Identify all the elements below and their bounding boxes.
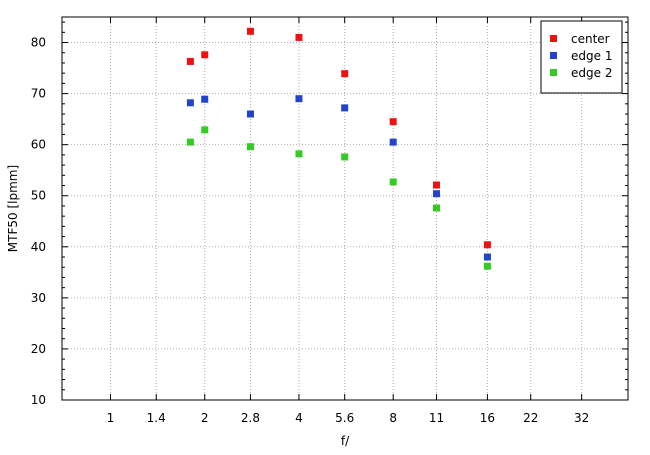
legend-label-edge-2: edge 2 — [571, 66, 612, 80]
data-points — [186, 27, 491, 270]
y-tick-label: 40 — [31, 240, 46, 254]
x-tick-label: 16 — [480, 411, 495, 425]
point-edge-1 — [389, 138, 397, 146]
point-edge-2 — [483, 262, 491, 270]
y-axis-title: MTF50 [lpmm] — [6, 165, 20, 252]
x-tick-label: 2.8 — [241, 411, 260, 425]
point-edge-1 — [246, 110, 254, 118]
x-tick-label: 4 — [295, 411, 303, 425]
grid — [62, 17, 628, 401]
point-edge-1 — [201, 95, 209, 103]
point-center — [246, 27, 254, 35]
point-center — [201, 51, 209, 59]
point-center — [389, 118, 397, 126]
y-tick-label: 70 — [31, 87, 46, 101]
x-tick-label: 1 — [107, 411, 115, 425]
y-tick-label: 10 — [31, 393, 46, 407]
point-center — [341, 70, 349, 78]
point-edge-2 — [389, 178, 397, 186]
point-edge-1 — [432, 190, 440, 198]
point-edge-1 — [341, 104, 349, 112]
y-tick-label: 60 — [31, 138, 46, 152]
x-tick-label: 22 — [523, 411, 538, 425]
point-edge-2 — [341, 153, 349, 161]
point-edge-1 — [186, 99, 194, 107]
point-center — [483, 241, 491, 249]
legend-label-edge-1: edge 1 — [571, 49, 612, 63]
y-tick-label: 20 — [31, 342, 46, 356]
legend-swatch-center — [550, 35, 557, 42]
y-tick-label: 30 — [31, 291, 46, 305]
point-edge-1 — [295, 95, 303, 103]
point-edge-2 — [246, 143, 254, 151]
x-axis-title: f/ — [341, 434, 350, 448]
x-tick-label: 11 — [429, 411, 444, 425]
point-edge-2 — [201, 126, 209, 134]
legend-label-center: center — [571, 32, 610, 46]
point-center — [432, 181, 440, 189]
legend: center edge 1 edge 2 — [540, 20, 623, 94]
axis-ticks: 1 1.4 2 2.8 4 5.6 8 11 16 22 32 10 20 30 40 50 60 70 80 — [31, 17, 628, 425]
point-edge-1 — [483, 253, 491, 261]
x-tick-label: 5.6 — [335, 411, 354, 425]
legend-swatch-edge-2 — [550, 69, 557, 76]
x-tick-label: 32 — [574, 411, 589, 425]
y-tick-label: 50 — [31, 189, 46, 203]
y-tick-label: 80 — [31, 36, 46, 50]
point-center — [186, 57, 194, 65]
x-tick-label: 8 — [389, 411, 397, 425]
point-edge-2 — [432, 204, 440, 212]
point-edge-2 — [186, 138, 194, 146]
x-tick-label: 1.4 — [147, 411, 166, 425]
point-center — [295, 33, 303, 41]
legend-swatch-edge-1 — [550, 52, 557, 59]
x-tick-label: 2 — [201, 411, 209, 425]
point-edge-2 — [295, 150, 303, 158]
